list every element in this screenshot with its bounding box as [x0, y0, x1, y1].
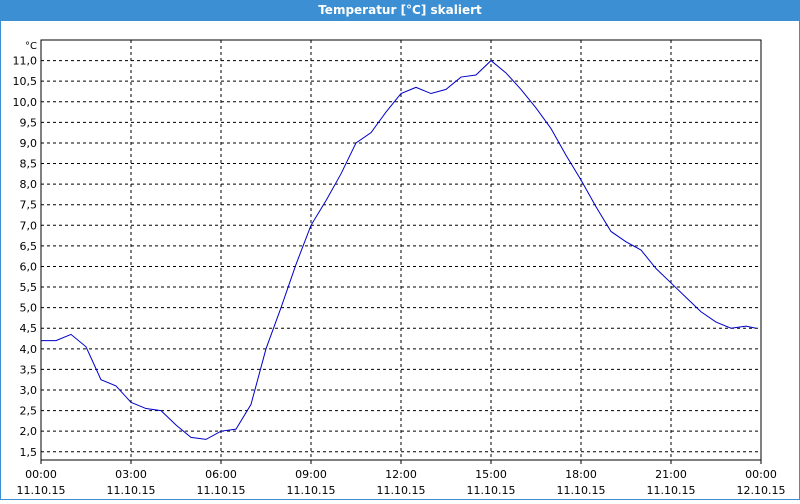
y-tick-label: 8,0	[20, 178, 38, 191]
y-tick-label: 9,5	[20, 116, 38, 129]
x-tick-label: 00:00	[25, 468, 57, 481]
y-tick-label: 8,5	[20, 158, 38, 171]
chart-title: Temperatur [°C] skaliert	[318, 3, 482, 17]
y-axis-label: °C	[25, 41, 37, 52]
x-tick-label: 11.10.15	[197, 484, 246, 497]
y-tick-label: 9,0	[20, 137, 38, 150]
title-bar	[0, 0, 800, 21]
y-tick-label: 1,5	[20, 446, 38, 459]
x-tick-label: 09:00	[295, 468, 327, 481]
y-tick-label: 4,0	[20, 343, 38, 356]
x-tick-label: 12.10.15	[737, 484, 786, 497]
x-tick-label: 11.10.15	[107, 484, 156, 497]
y-tick-label: 6,5	[20, 240, 38, 253]
y-tick-label: 5,0	[20, 302, 38, 315]
y-tick-label: 3,0	[20, 384, 38, 397]
x-tick-label: 00:00	[745, 468, 777, 481]
x-tick-label: 12:00	[385, 468, 417, 481]
x-tick-label: 11.10.15	[377, 484, 426, 497]
y-tick-label: 2,5	[20, 405, 38, 418]
x-tick-label: 03:00	[115, 468, 147, 481]
x-tick-label: 11.10.15	[17, 484, 66, 497]
x-tick-label: 11.10.15	[557, 484, 606, 497]
y-tick-label: 3,5	[20, 363, 38, 376]
y-tick-label: 5,5	[20, 281, 38, 294]
line-series	[41, 59, 757, 440]
x-tick-label: 11.10.15	[647, 484, 696, 497]
x-tick-label: 15:00	[475, 468, 507, 481]
y-tick-label: 7,5	[20, 199, 38, 212]
x-tick-label: 06:00	[205, 468, 237, 481]
x-tick-label: 21:00	[655, 468, 687, 481]
x-tick-label: 11.10.15	[287, 484, 336, 497]
x-tick-label: 18:00	[565, 468, 597, 481]
y-tick-label: 6,0	[20, 260, 38, 273]
y-tick-label: 10,0	[13, 96, 38, 109]
y-tick-label: 7,0	[20, 219, 38, 232]
y-tick-label: 2,0	[20, 425, 38, 438]
y-tick-label: 11,0	[13, 55, 38, 68]
x-tick-label: 11.10.15	[467, 484, 516, 497]
y-tick-label: 10,5	[13, 75, 38, 88]
y-tick-label: 4,5	[20, 322, 38, 335]
